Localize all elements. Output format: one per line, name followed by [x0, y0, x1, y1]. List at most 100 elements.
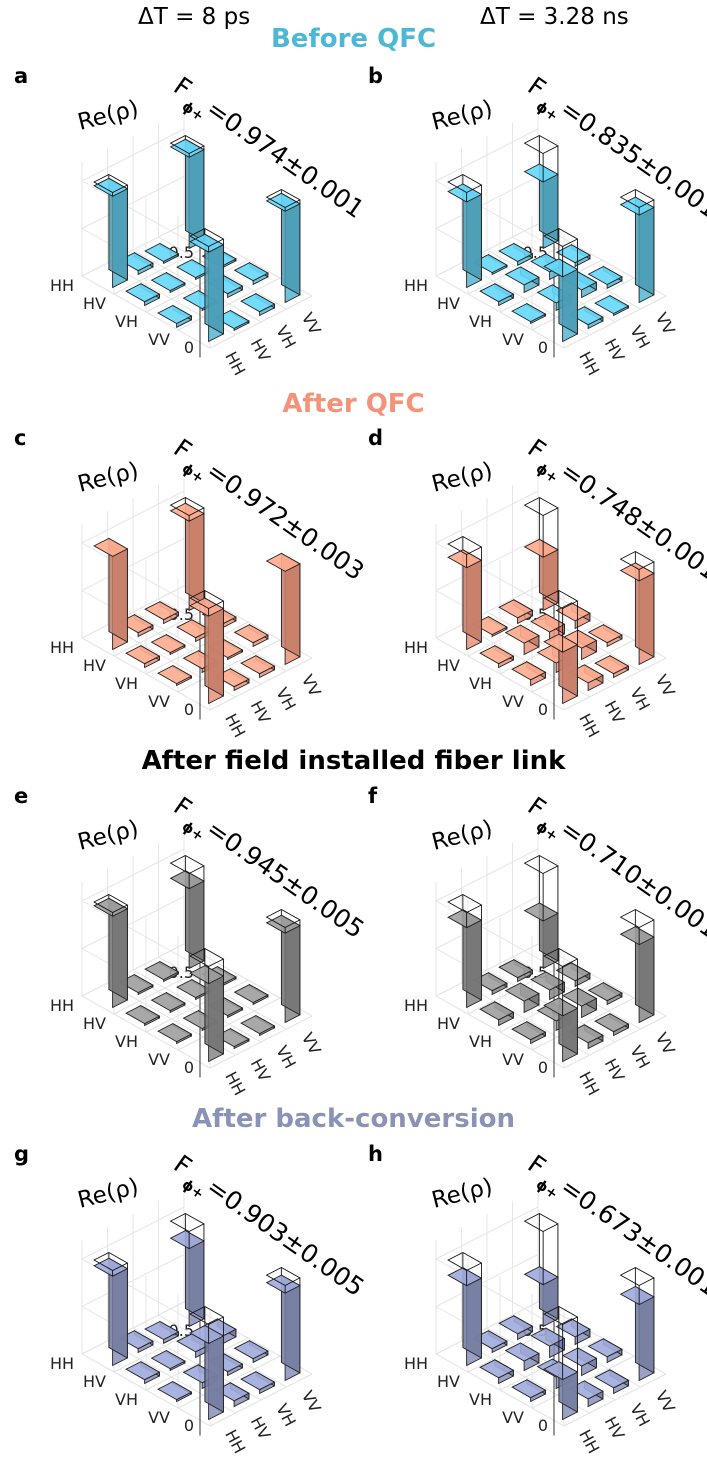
row-title-after-back-conversion: After back-conversion — [192, 1104, 515, 1134]
ideal-top — [447, 1251, 483, 1272]
col-tick-label: HV — [247, 1413, 275, 1442]
bar-HH-HV — [118, 251, 154, 276]
ideal-outline — [189, 227, 225, 253]
axis-title: Re(ρ) — [75, 96, 141, 136]
bar-top — [157, 1023, 193, 1043]
bar-top — [568, 306, 604, 326]
grid-line — [177, 1355, 281, 1409]
ideal-outline — [447, 1251, 483, 1286]
row-tick-label: VH — [469, 312, 492, 331]
bar-HH-HH — [93, 537, 129, 651]
axis-title: Re(ρ) — [429, 96, 495, 136]
bar-top — [511, 303, 547, 323]
panel-label: g — [14, 1142, 30, 1166]
bar-HV-HV — [150, 633, 186, 656]
bar-VH-VV — [587, 265, 623, 290]
row-title-after-fiber-link: After field installed fiber link — [141, 746, 566, 776]
bar-HV-HV — [504, 266, 540, 294]
ideal-outline — [543, 227, 579, 277]
bar-top — [189, 1324, 225, 1345]
z-tick-label: 0 — [184, 338, 194, 357]
grid-line — [209, 1015, 313, 1069]
ideal-top — [265, 1266, 301, 1287]
col-tick-label: VH — [626, 684, 654, 713]
bar-top — [504, 624, 540, 644]
row-tick-label: HV — [83, 294, 106, 313]
z-tick-label: 0 — [184, 1416, 194, 1435]
row-tick-label: VV — [148, 692, 170, 711]
bar-top — [543, 633, 579, 653]
row-tick-label: HV — [83, 1014, 106, 1033]
ideal-top — [523, 496, 559, 517]
row-title-before-qfc: Before QFC — [270, 24, 437, 54]
row-tick-label: VH — [469, 674, 492, 693]
bar-HV-HH — [125, 644, 161, 669]
z-tick-label: 0.5 — [169, 963, 194, 982]
bar-top — [587, 982, 623, 1002]
ideal-top — [619, 188, 655, 209]
fidelity-symbol: F — [169, 71, 197, 103]
axis-title: Re(ρ) — [75, 1174, 141, 1214]
z-tick-label: 0 — [538, 700, 548, 719]
bar-top — [530, 971, 566, 991]
ideal-outline — [93, 893, 129, 917]
bar-top — [125, 283, 161, 303]
bar-VV-HV — [214, 1027, 250, 1050]
bar-VV-VH — [240, 654, 276, 679]
bar-top — [479, 283, 515, 303]
bar-VH-HH — [511, 302, 547, 325]
panel-label: f — [368, 784, 378, 808]
bar-VH-VH — [562, 987, 598, 1019]
bar-top — [447, 183, 483, 203]
axis-title: Re(ρ) — [429, 458, 495, 498]
col-tick-label: HV — [601, 1413, 629, 1442]
bar-HH-VH — [498, 242, 534, 267]
bar-HH-HV — [118, 613, 154, 638]
bar-HH-HH — [447, 893, 483, 1009]
ideal-outline — [265, 1266, 301, 1294]
bar-top — [587, 624, 623, 644]
col-tick-label: VH — [272, 1042, 300, 1071]
bar-VV-VV — [265, 908, 301, 1024]
ideal-outline — [93, 1251, 129, 1277]
bar-VV-VV — [265, 552, 301, 666]
bar-VH-HH — [511, 1020, 547, 1045]
ideal-outline — [523, 1212, 559, 1285]
row-tick-label: VH — [115, 312, 138, 331]
col-tick-label: VV — [652, 1387, 679, 1415]
col-tick-label: HH — [575, 1426, 603, 1456]
bar-top — [189, 233, 225, 253]
row-tick-label: HH — [404, 276, 428, 295]
bar-top — [511, 1379, 547, 1399]
bar-top — [233, 1340, 269, 1360]
ideal-top — [619, 1266, 655, 1287]
bar-top — [233, 262, 269, 282]
bar-top — [93, 537, 129, 557]
ideal-top — [169, 1212, 205, 1233]
bar-VH-HH — [511, 661, 547, 687]
bar-VV-HH — [189, 1305, 225, 1421]
bar-VH-VV — [587, 981, 623, 1006]
bar-top — [214, 1382, 250, 1402]
ideal-outline — [447, 173, 483, 202]
z-tick-label: 0 — [538, 1416, 548, 1435]
ideal-top — [523, 1212, 559, 1233]
bar-VH-VV — [587, 1338, 623, 1364]
bar-top — [125, 1361, 161, 1381]
row-tick-label: VV — [148, 1408, 170, 1427]
bar-top — [265, 192, 301, 212]
ideal-top — [169, 134, 205, 155]
bar-HH-VV — [169, 134, 205, 250]
ideal-outline — [543, 947, 579, 1016]
bar-VV-HH — [543, 227, 579, 343]
grid-line — [209, 295, 313, 349]
fidelity-subscript: ϕ+ — [179, 461, 207, 487]
grid-line — [177, 997, 281, 1051]
bar-VV-VH — [240, 292, 276, 317]
bar-top — [214, 1028, 250, 1048]
